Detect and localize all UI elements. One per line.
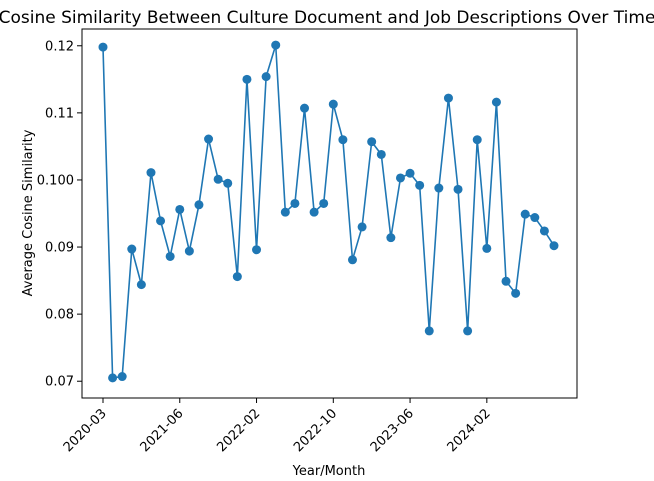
data-point	[290, 198, 300, 208]
data-point	[300, 103, 310, 113]
data-point	[146, 168, 156, 178]
data-point	[415, 180, 425, 190]
data-point	[549, 241, 559, 251]
data-point	[367, 137, 377, 147]
data-point	[453, 184, 463, 194]
data-point	[338, 135, 348, 145]
data-point	[520, 209, 530, 219]
data-point	[491, 97, 501, 107]
series-line	[102, 44, 555, 379]
y-tick-label: 0.12	[45, 39, 74, 54]
data-point	[511, 288, 521, 298]
data-point	[309, 207, 319, 217]
y-tick-label: 0.09	[45, 241, 74, 256]
data-point	[136, 280, 146, 290]
data-point	[184, 246, 194, 256]
data-point	[204, 134, 214, 144]
data-point	[530, 213, 540, 223]
data-point	[117, 372, 127, 382]
data-point	[271, 40, 281, 50]
data-point	[252, 245, 262, 255]
chart-title: Cosine Similarity Between Culture Docume…	[0, 8, 654, 28]
data-point	[242, 74, 252, 84]
series-layer	[98, 40, 559, 383]
y-tick-label: 0.08	[45, 308, 74, 323]
data-point	[386, 233, 396, 243]
data-point	[261, 72, 271, 82]
data-point	[405, 168, 415, 178]
data-point	[280, 207, 290, 217]
data-point	[319, 198, 329, 208]
data-point	[463, 326, 473, 336]
y-tick-label: 0.07	[45, 375, 74, 390]
y-axis-ticks: 0.07 0.08 0.09 0.100 0.11 0.12	[37, 39, 82, 390]
data-point	[175, 204, 185, 214]
data-point	[347, 255, 357, 265]
data-point	[472, 135, 482, 145]
data-point	[328, 99, 338, 109]
data-point	[156, 216, 166, 226]
data-point	[232, 272, 242, 282]
data-point	[165, 251, 175, 261]
data-point	[539, 226, 549, 236]
data-point	[194, 200, 204, 210]
data-point	[213, 174, 223, 184]
data-point	[395, 173, 405, 183]
y-axis-label: Average Cosine Similarity	[21, 129, 36, 296]
y-tick-label: 0.100	[37, 173, 74, 188]
x-axis-label: Year/Month	[292, 464, 366, 479]
data-point	[443, 93, 453, 103]
y-tick-label: 0.11	[45, 106, 74, 121]
data-point	[223, 178, 233, 188]
data-point	[98, 42, 108, 52]
data-point	[424, 326, 434, 336]
data-point	[501, 276, 511, 286]
data-point	[357, 222, 367, 232]
data-point	[434, 183, 444, 193]
data-point	[482, 243, 492, 253]
plot-area	[81, 28, 578, 399]
data-point	[108, 373, 118, 383]
data-point	[127, 244, 137, 254]
data-point	[376, 149, 386, 159]
